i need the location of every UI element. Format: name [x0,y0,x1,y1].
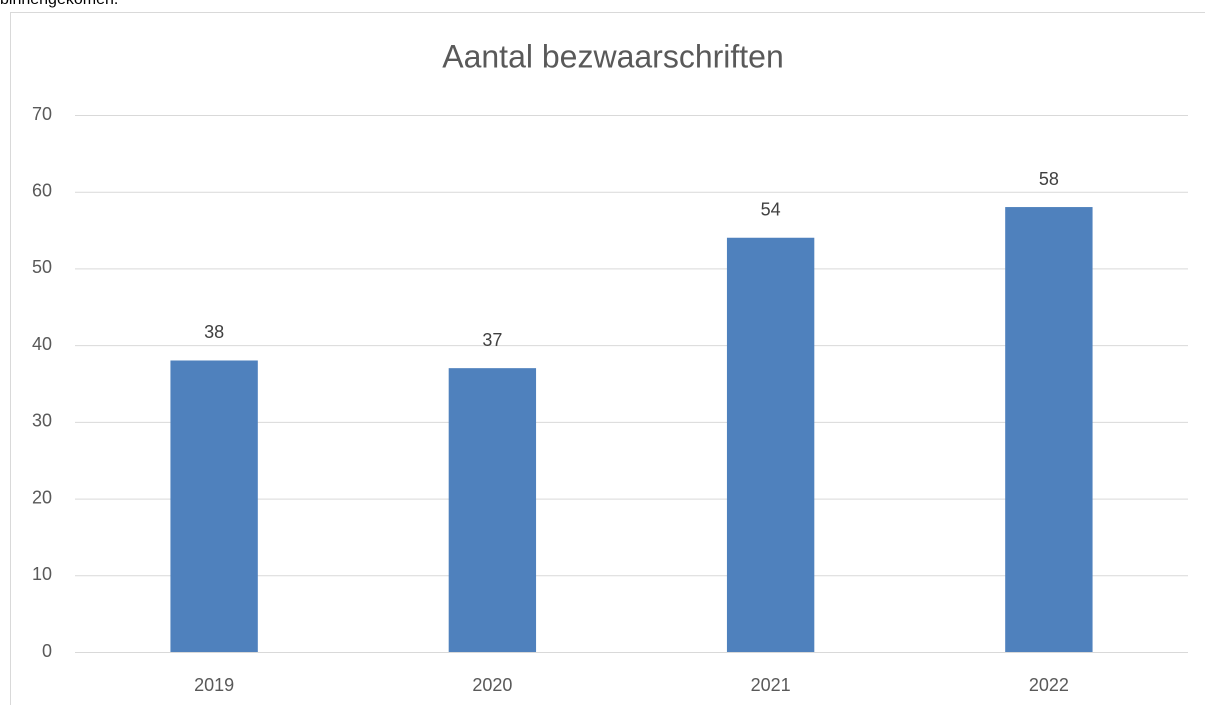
x-tick-label: 2020 [472,675,512,695]
data-label: 37 [482,330,502,350]
bar [1005,207,1093,653]
y-tick-label: 0 [42,641,52,661]
y-tick-label: 60 [32,180,52,200]
chart-title: Aantal bezwaarschriften [442,38,784,74]
y-tick-label: 10 [32,564,52,584]
x-tick-label: 2021 [751,675,791,695]
x-tick-label: 2022 [1029,675,1069,695]
data-label: 54 [761,199,781,219]
x-tick-label: 2019 [194,675,234,695]
y-tick-label: 40 [32,334,52,354]
data-label: 58 [1039,169,1059,189]
y-tick-label: 30 [32,411,52,431]
y-tick-label: 20 [32,487,52,507]
bar [448,368,537,652]
bar [726,237,815,652]
data-label: 38 [204,322,224,342]
y-tick-label: 50 [32,257,52,277]
y-tick-label: 70 [32,104,52,124]
bar [170,360,258,652]
header-text: binnengekomen. [0,0,118,9]
